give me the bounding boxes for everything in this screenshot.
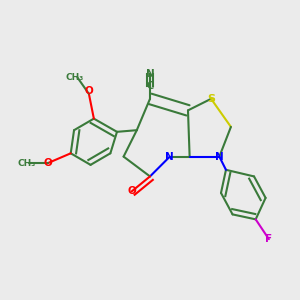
- Text: F: F: [265, 234, 272, 244]
- Text: C: C: [146, 81, 154, 91]
- Text: CH₃: CH₃: [17, 159, 36, 168]
- Text: O: O: [85, 86, 93, 96]
- Text: O: O: [128, 186, 136, 196]
- Text: N: N: [146, 69, 154, 79]
- Text: N: N: [165, 152, 174, 162]
- Text: O: O: [43, 158, 52, 168]
- Text: N: N: [215, 152, 224, 162]
- Text: CH₃: CH₃: [65, 73, 83, 82]
- Text: S: S: [207, 94, 215, 104]
